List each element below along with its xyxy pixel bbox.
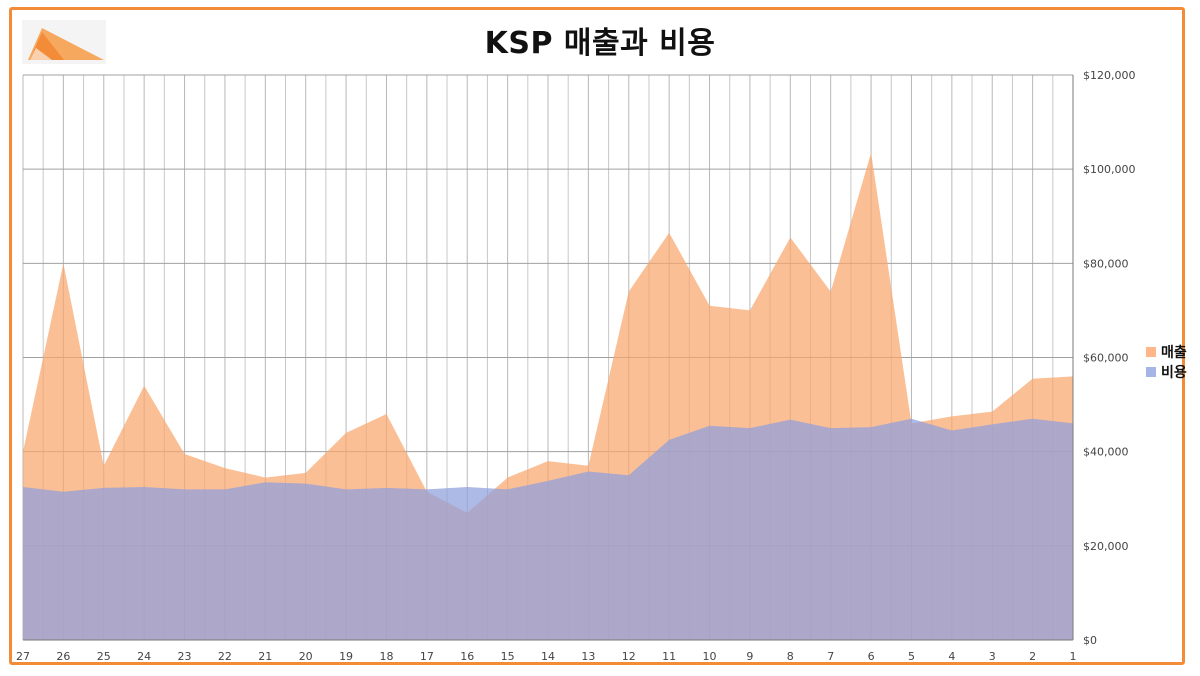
x-tick-label: 12 [622, 650, 636, 663]
x-tick-label: 8 [787, 650, 794, 663]
y-tick-label: $40,000 [1083, 446, 1129, 459]
x-tick-label: 4 [948, 650, 955, 663]
legend-swatch-cost [1146, 367, 1156, 377]
x-tick-label: 24 [137, 650, 151, 663]
x-tick-label: 27 [16, 650, 30, 663]
x-tick-label: 17 [420, 650, 434, 663]
x-tick-label: 1 [1070, 650, 1077, 663]
chart-title: KSP 매출과 비용 [484, 26, 716, 61]
company-logo [22, 20, 106, 64]
chart-legend: 매출 비용 [1146, 342, 1187, 382]
x-tick-label: 5 [908, 650, 915, 663]
x-tick-label: 21 [258, 650, 272, 663]
y-tick-label: $120,000 [1083, 69, 1136, 82]
y-tick-label: $0 [1083, 634, 1097, 647]
x-tick-label: 15 [501, 650, 515, 663]
x-tick-label: 10 [703, 650, 717, 663]
x-tick-label: 11 [662, 650, 676, 663]
x-tick-label: 20 [299, 650, 313, 663]
y-tick-label: $80,000 [1083, 257, 1129, 270]
x-tick-label: 19 [339, 650, 353, 663]
legend-label-sales: 매출 [1161, 345, 1187, 361]
x-tick-label: 16 [460, 650, 474, 663]
x-tick-label: 25 [97, 650, 111, 663]
x-tick-label: 3 [989, 650, 996, 663]
x-tick-label: 9 [746, 650, 753, 663]
x-tick-label: 23 [178, 650, 192, 663]
x-tick-label: 13 [581, 650, 595, 663]
series-area-cost [23, 418, 1073, 640]
legend-item-sales: 매출 [1146, 342, 1187, 362]
y-tick-label: $60,000 [1083, 352, 1129, 365]
x-tick-label: 26 [56, 650, 70, 663]
legend-item-cost: 비용 [1146, 362, 1187, 382]
x-tick-label: 7 [827, 650, 834, 663]
x-tick-label: 18 [379, 650, 393, 663]
x-tick-label: 14 [541, 650, 555, 663]
x-tick-label: 6 [868, 650, 875, 663]
legend-swatch-sales [1146, 347, 1156, 357]
y-tick-label: $20,000 [1083, 540, 1129, 553]
y-tick-label: $100,000 [1083, 163, 1136, 176]
legend-label-cost: 비용 [1161, 365, 1187, 381]
x-tick-label: 2 [1029, 650, 1036, 663]
x-tick-label: 22 [218, 650, 232, 663]
